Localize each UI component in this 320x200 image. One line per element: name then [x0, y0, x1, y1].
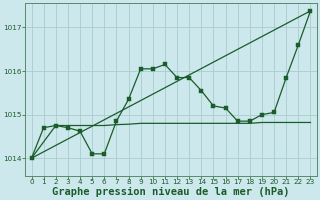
X-axis label: Graphe pression niveau de la mer (hPa): Graphe pression niveau de la mer (hPa) [52, 186, 290, 197]
